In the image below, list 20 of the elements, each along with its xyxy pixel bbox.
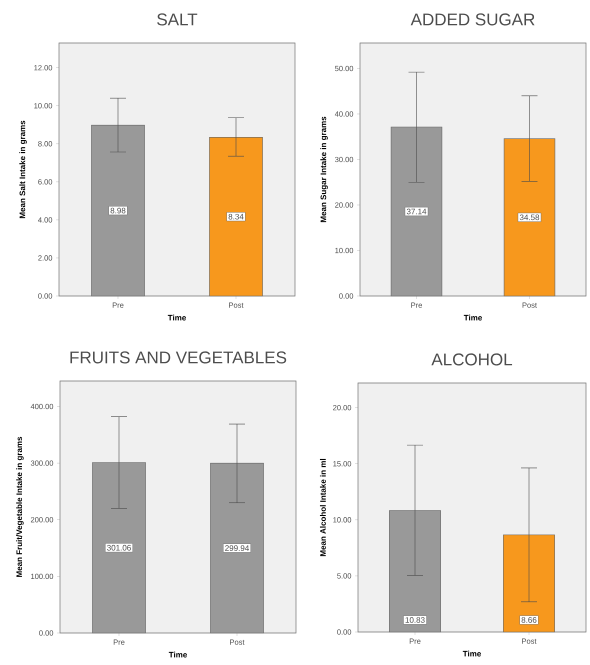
data-label: 37.14 bbox=[406, 208, 426, 214]
y-axis-title: Mean Sugar Intake in grams bbox=[320, 116, 328, 222]
data-label: 8.34 bbox=[228, 214, 244, 220]
chart-title: ALCOHOL bbox=[431, 353, 512, 366]
x-axis-title: Time bbox=[168, 314, 186, 321]
x-axis-title: Time bbox=[462, 650, 481, 657]
chart-title: FRUITS AND VEGETABLES bbox=[70, 351, 286, 364]
data-label: 8.98 bbox=[110, 208, 126, 214]
data-label: 8.66 bbox=[522, 617, 536, 623]
chart-title: SALT bbox=[157, 13, 198, 26]
x-axis-title: Time bbox=[464, 314, 482, 321]
data-label: 34.58 bbox=[520, 214, 540, 220]
y-axis-title: Mean Fruit/Vegetable Intake in grams bbox=[16, 436, 24, 577]
data-label: 10.83 bbox=[406, 617, 425, 623]
data-label: 301.06 bbox=[107, 544, 131, 551]
x-axis-title: Time bbox=[168, 652, 187, 658]
data-label: 299.94 bbox=[225, 545, 249, 551]
y-axis-title: Mean Alcohol Intake in ml bbox=[320, 458, 326, 556]
chart-title: ADDED SUGAR bbox=[410, 13, 535, 26]
y-axis-title: Mean Salt Intake in grams bbox=[19, 120, 27, 218]
